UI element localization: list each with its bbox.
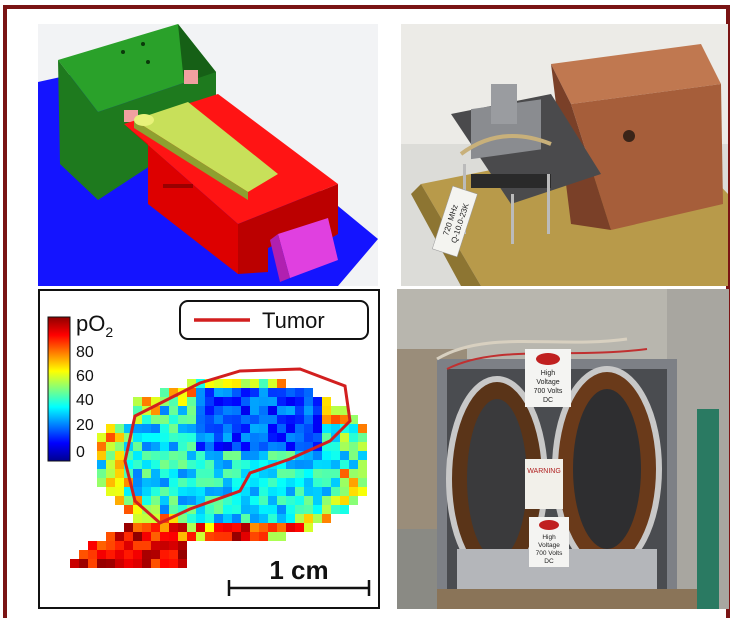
imager-photo: High Voltage 700 Volts DC WARNING High V…: [397, 289, 729, 609]
svg-text:700 Volts: 700 Volts: [534, 388, 563, 395]
svg-text:DC: DC: [544, 558, 554, 565]
legend-tumor-label: Tumor: [262, 308, 325, 333]
cad-magenta-block: [278, 218, 338, 278]
svg-text:Voltage: Voltage: [538, 542, 560, 549]
high-voltage-sign-bottom: High Voltage 700 Volts DC: [529, 517, 569, 567]
svg-text:High: High: [541, 370, 556, 377]
photo-copper-box: [571, 84, 723, 230]
svg-text:Voltage: Voltage: [536, 379, 559, 386]
warning-sign: WARNING: [525, 459, 563, 509]
colorbar: [47, 316, 71, 462]
svg-text:700 Volts: 700 Volts: [536, 550, 563, 557]
colorbar-tick-label: 60: [76, 368, 94, 385]
colorbar-tick-label: 20: [76, 417, 94, 434]
cad-sample-channel: [134, 102, 278, 192]
colorbar-label: pO2: [76, 311, 113, 340]
gas-cylinder: [697, 409, 719, 609]
po2-oxygen-map: pO2 80 60 40 20 0 Tumor 1 cm: [38, 289, 380, 609]
cad-resonator-render: [38, 24, 378, 286]
resonator-photo: 720 MHz Q-10.0-23K: [401, 24, 728, 286]
colorbar-tick-label: 40: [76, 392, 94, 409]
scale-bar-label: 1 cm: [269, 555, 328, 585]
svg-text:High: High: [542, 534, 556, 541]
legend-box: [179, 300, 369, 340]
svg-text:DC: DC: [543, 397, 553, 404]
colorbar-tick-label: 80: [76, 344, 94, 361]
svg-text:WARNING: WARNING: [527, 468, 561, 475]
tumor-outline: [123, 367, 352, 525]
high-voltage-sign-top: High Voltage 700 Volts DC: [525, 349, 571, 407]
colorbar-tick-label: 0: [76, 444, 85, 461]
